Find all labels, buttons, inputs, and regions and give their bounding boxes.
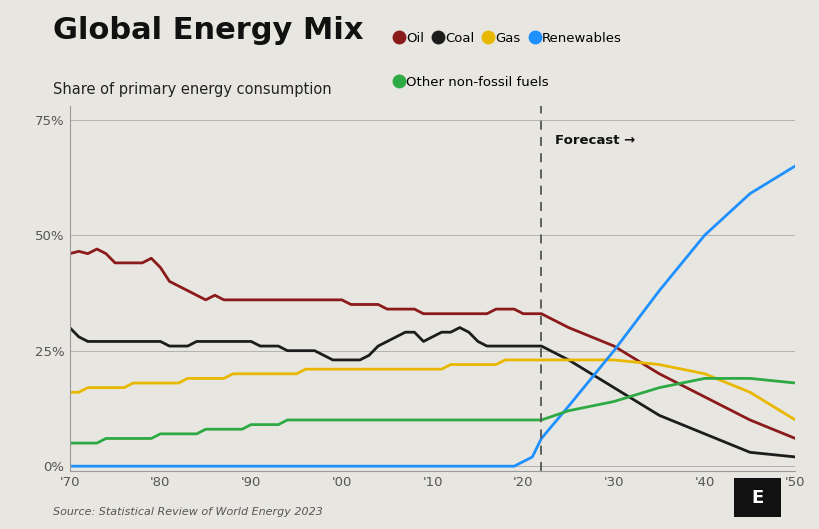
Legend: Other non-fossil fuels: Other non-fossil fuels	[395, 76, 548, 89]
Text: Share of primary energy consumption: Share of primary energy consumption	[53, 82, 332, 97]
Text: Forecast →: Forecast →	[554, 133, 635, 147]
Text: Source: Statistical Review of World Energy 2023: Source: Statistical Review of World Ener…	[53, 507, 323, 517]
Text: E: E	[751, 488, 762, 507]
Text: Global Energy Mix: Global Energy Mix	[53, 16, 364, 45]
